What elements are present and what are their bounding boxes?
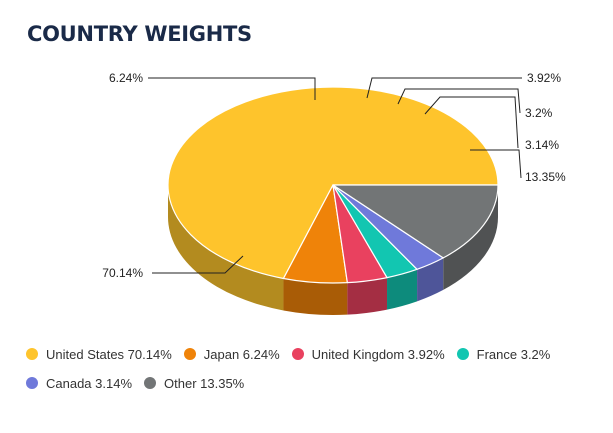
leader-lines bbox=[148, 77, 522, 274]
legend-item-france[interactable]: France 3.2% bbox=[456, 346, 551, 362]
legend-swatch bbox=[26, 377, 38, 389]
leader-line-united-states bbox=[152, 255, 244, 274]
slice-label-united-kingdom: 3.92% bbox=[527, 71, 561, 85]
leader-line-united-kingdom bbox=[366, 77, 522, 99]
legend-item-united-states[interactable]: United States 70.14% bbox=[26, 346, 172, 362]
legend-item-united-kingdom[interactable]: United Kingdom 3.92% bbox=[291, 346, 445, 362]
pie-side-united-states bbox=[168, 185, 284, 311]
slice-label-united-states: 70.14% bbox=[102, 266, 143, 280]
slice-label-france: 3.2% bbox=[525, 106, 553, 120]
pie-side-france bbox=[387, 269, 418, 310]
legend-swatch bbox=[456, 348, 469, 360]
legend-item-other[interactable]: Other 13.35% bbox=[144, 375, 244, 391]
legend-label: United States 70.14% bbox=[46, 346, 172, 362]
chart-title: COUNTRY WEIGHTS bbox=[27, 22, 252, 46]
leader-line-canada bbox=[424, 96, 519, 149]
pie-slice-united-states[interactable] bbox=[167, 86, 499, 280]
leader-line-other bbox=[470, 149, 522, 179]
pie-top-layer bbox=[167, 86, 499, 284]
slice-label-japan: 6.24% bbox=[109, 71, 143, 85]
legend-swatch bbox=[144, 377, 157, 389]
legend-item-japan[interactable]: Japan 6.24% bbox=[183, 346, 280, 362]
pie-side-canada bbox=[417, 257, 444, 302]
legend-item-canada[interactable]: Canada 3.14% bbox=[26, 375, 132, 391]
legend-swatch bbox=[183, 348, 196, 360]
slice-label-canada: 3.14% bbox=[525, 138, 559, 152]
leader-line-japan bbox=[148, 77, 316, 100]
legend-label: United Kingdom 3.92% bbox=[311, 346, 445, 362]
chart-legend: United States 70.14% Japan 6.24% United … bbox=[26, 346, 596, 391]
slice-labels: 6.24% 3.92% 3.2% 3.14% 13.35% 70.14% bbox=[102, 71, 566, 280]
legend-label: Other 13.35% bbox=[164, 375, 245, 391]
legend-label: Japan 6.24% bbox=[203, 346, 280, 362]
pie-side-other bbox=[443, 185, 498, 290]
legend-label: France 3.2% bbox=[476, 346, 551, 362]
pie-side-united-kingdom bbox=[347, 277, 388, 315]
legend-swatch bbox=[291, 348, 304, 360]
slice-label-other: 13.35% bbox=[525, 170, 566, 184]
legend-label: Canada 3.14% bbox=[46, 375, 133, 391]
pie-slice-other[interactable] bbox=[332, 184, 499, 259]
legend-swatch bbox=[26, 348, 38, 360]
pie-side-layer bbox=[168, 185, 498, 316]
pie-side-japan bbox=[283, 278, 348, 316]
leader-line-france bbox=[397, 88, 521, 114]
pie-chart: 6.24% 3.92% 3.2% 3.14% 13.35% 70.14% bbox=[102, 71, 566, 316]
